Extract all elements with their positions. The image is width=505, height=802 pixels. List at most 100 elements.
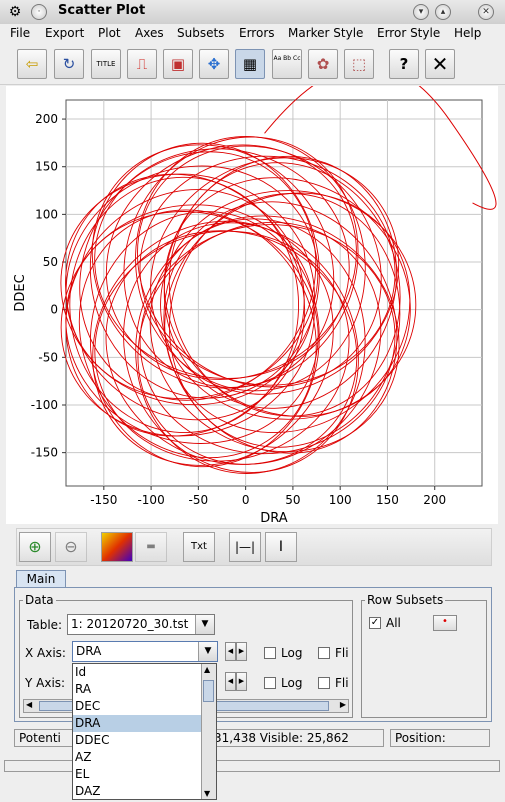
maximize-icon[interactable]: ▴ — [435, 4, 451, 20]
save-image-icon[interactable]: ▣ — [163, 49, 193, 79]
region-subset-icon[interactable]: ⬚ — [344, 49, 374, 79]
import-icon[interactable]: ⇦ — [17, 49, 47, 79]
grid-icon[interactable]: ▦ — [235, 49, 265, 79]
dropdown-option-az[interactable]: AZ — [75, 750, 92, 764]
menu-errors[interactable]: Errors — [239, 26, 275, 40]
subset-all-checkbox[interactable]: ✓ — [369, 617, 381, 629]
scroll-down-icon[interactable]: ▼ — [204, 789, 211, 798]
trajectory-loop — [135, 136, 366, 392]
plot-area — [65, 99, 483, 487]
title-icon[interactable]: TITLE — [91, 49, 121, 79]
dropdown-option-daz[interactable]: DAZ — [75, 784, 101, 798]
menu-help[interactable]: Help — [454, 26, 482, 40]
menu-error-style[interactable]: Error Style — [377, 26, 441, 40]
trajectory-loop — [69, 176, 300, 433]
table-select[interactable]: 1: 20120720_30.tst ▼ — [67, 614, 215, 635]
menu-export[interactable]: Export — [45, 26, 85, 40]
menu-subsets[interactable]: Subsets — [177, 26, 225, 40]
menu-axes[interactable]: Axes — [135, 26, 164, 40]
menu-plot[interactable]: Plot — [98, 26, 121, 40]
scroll-left-icon[interactable]: ◀ — [26, 700, 33, 709]
dropdown-scroll-thumb[interactable] — [203, 680, 214, 702]
dropdown-option-el[interactable]: EL — [75, 767, 90, 781]
tab-main[interactable]: Main — [16, 570, 66, 588]
dropdown-option-ra[interactable]: RA — [75, 682, 92, 696]
y-log-checkbox[interactable] — [264, 677, 276, 689]
x-range-icon[interactable]: |—| — [229, 532, 261, 562]
y-tick-label: -100 — [31, 398, 58, 412]
dropdown-scrollbar[interactable]: ▲ ▼ — [201, 664, 216, 799]
trajectory-loop — [105, 144, 357, 380]
trajectory-loop — [163, 155, 398, 409]
navigate-icon[interactable]: ✥ — [199, 49, 229, 79]
y-next-icon[interactable]: ▶ — [236, 672, 247, 691]
x-next-icon[interactable]: ▶ — [236, 642, 247, 661]
x-flip-checkbox[interactable] — [318, 647, 330, 659]
x-axis-select[interactable]: DRA ▼ — [72, 641, 218, 662]
x-tick-label: 150 — [376, 493, 399, 507]
legend-text-icon[interactable]: Aa Bb Cc — [272, 49, 302, 79]
y-range-icon[interactable]: Ⅰ — [265, 532, 297, 562]
trajectory-loop — [168, 162, 401, 417]
close-icon[interactable]: ✕ — [425, 49, 455, 79]
title-bar: ⚙ · Scatter Plot ▾ ▴ ✕ — [0, 0, 505, 25]
status-counts: 31,438 Visible: 25,862 — [214, 729, 384, 747]
pdf-icon[interactable]: ⎍ — [127, 49, 157, 79]
x-log-checkbox[interactable] — [264, 647, 276, 659]
y-tick-label: 0 — [50, 303, 58, 317]
x-axis-dropdown-list[interactable]: Id RA DEC DRA DDEC AZ EL DAZ ▲ ▼ — [72, 663, 217, 800]
add-dataset-icon[interactable]: ⊕ — [19, 532, 51, 562]
add-text-icon[interactable]: Txt — [183, 532, 215, 562]
trajectory-loop — [91, 144, 335, 389]
trajectory-loop — [137, 221, 382, 465]
y-tick-label: -150 — [31, 446, 58, 460]
chevron-down-icon[interactable]: ▼ — [195, 615, 214, 634]
menu-file[interactable]: File — [10, 26, 31, 40]
subset-all-label: All — [386, 616, 401, 630]
table-label: Table: — [27, 618, 63, 632]
table-select-value: 1: 20120720_30.tst — [71, 617, 189, 631]
add-colour-icon[interactable] — [101, 532, 133, 562]
axis-ticks: -150 -100 -50 0 50 100 150 200 -150 -100 -50 0 50 100… — [31, 112, 446, 507]
y-flip-checkbox[interactable] — [318, 677, 330, 689]
bottom-progress-bar — [4, 760, 500, 772]
y-prev-icon[interactable]: ◀ — [225, 672, 236, 691]
y-tick-label: 200 — [35, 112, 58, 126]
close-window-icon[interactable]: ✕ — [478, 4, 494, 20]
y-axis-label: DDEC — [13, 274, 28, 311]
window-title: Scatter Plot — [58, 3, 146, 18]
trajectory-loop — [164, 192, 411, 434]
main-toolbar: ⇦ ↻ TITLE ⎍ ▣ ✥ ▦ Aa Bb Cc ✿ ⬚ ? ✕ — [0, 44, 505, 85]
y-axis-label: Y Axis: — [25, 676, 66, 690]
app-icon: ⚙ — [8, 4, 22, 20]
x-axis-value[interactable]: DRA — [76, 644, 102, 658]
dropdown-option-id[interactable]: Id — [75, 665, 87, 679]
minimize-icon[interactable]: ▾ — [413, 4, 429, 20]
dropdown-option-ddec[interactable]: DDEC — [75, 733, 110, 747]
subset-marker-button[interactable]: • — [433, 615, 457, 631]
row-subsets-label: Row Subsets — [365, 593, 446, 607]
trajectory-loop — [149, 215, 400, 453]
menu-bar: File Export Plot Axes Subsets Errors Mar… — [0, 24, 505, 44]
remove-dataset-icon: ⊖ — [55, 532, 87, 562]
help-icon[interactable]: ? — [389, 49, 419, 79]
window-menu-icon[interactable]: · — [31, 4, 47, 20]
status-position: Position: — [390, 729, 490, 747]
dropdown-option-dra[interactable]: DRA — [73, 715, 201, 732]
menu-marker-style[interactable]: Marker Style — [288, 26, 364, 40]
chevron-down-icon[interactable]: ▼ — [198, 642, 217, 661]
x-prev-icon[interactable]: ◀ — [225, 642, 236, 661]
trajectory-loop — [92, 220, 334, 466]
trajectory-loop — [160, 190, 417, 420]
replot-icon[interactable]: ↻ — [54, 49, 84, 79]
y-tick-label: 50 — [43, 255, 58, 269]
dropdown-option-dec[interactable]: DEC — [75, 699, 101, 713]
scroll-right-icon[interactable]: ▶ — [339, 700, 346, 709]
x-log-label: Log — [281, 646, 303, 660]
x-axis-label: X Axis: — [25, 646, 66, 660]
trajectory-loop — [123, 136, 359, 388]
scroll-up-icon[interactable]: ▲ — [204, 665, 211, 674]
scatter-plot[interactable]: -150 -100 -50 0 50 100 150 200 -150 -100 -50 0 50 100… — [6, 64, 498, 526]
trajectory-loop — [137, 145, 382, 388]
blob-subset-icon[interactable]: ✿ — [308, 49, 338, 79]
